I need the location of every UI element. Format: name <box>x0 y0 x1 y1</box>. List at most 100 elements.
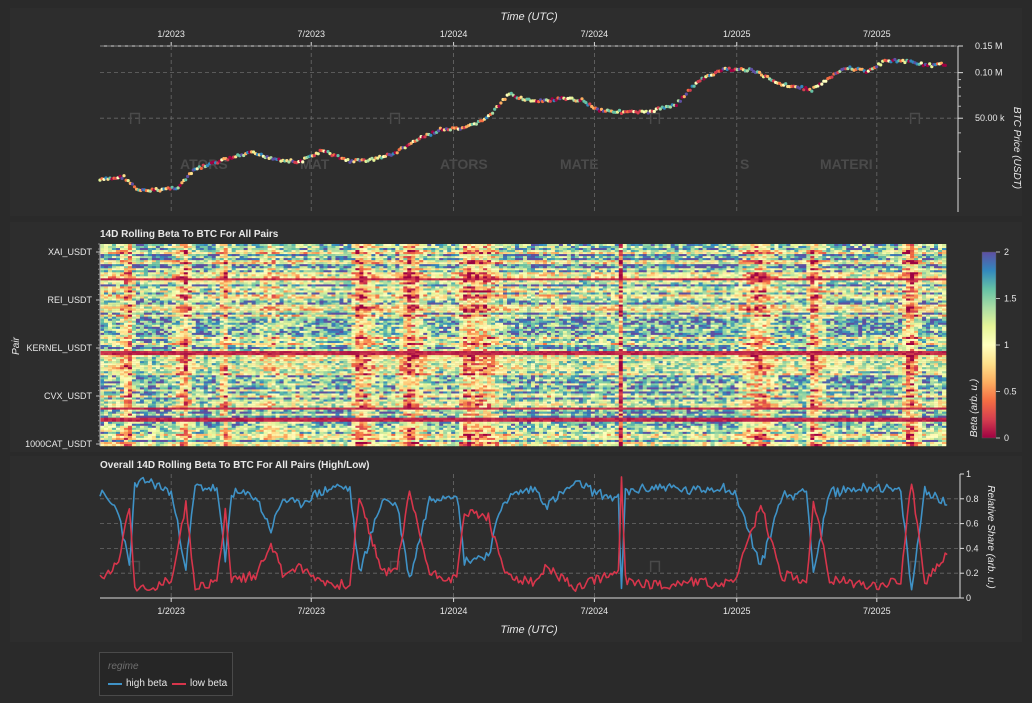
heatmap-cell <box>252 262 256 264</box>
heatmap-cell <box>319 270 323 272</box>
heatmap-cell <box>942 248 946 250</box>
heatmap-cell <box>870 246 874 248</box>
heatmap-cell <box>738 252 742 254</box>
heatmap-cell <box>627 278 631 280</box>
heatmap-cell <box>304 246 308 248</box>
heatmap-cell <box>327 278 331 280</box>
heatmap-cell <box>842 256 846 258</box>
heatmap-cell <box>627 276 631 278</box>
heatmap-cell <box>116 274 120 276</box>
heatmap-cell <box>663 270 667 272</box>
heatmap-cell <box>571 260 575 262</box>
heatmap-cell <box>830 274 834 276</box>
heatmap-cell <box>268 258 272 260</box>
heatmap-cell <box>719 284 723 286</box>
heatmap-cell <box>228 262 232 264</box>
heatmap-cell <box>407 278 411 280</box>
heatmap-cell <box>591 246 595 248</box>
heatmap-cell <box>200 272 204 274</box>
heatmap-cell <box>487 276 491 278</box>
heatmap-cell <box>555 258 559 260</box>
heatmap-cell <box>902 270 906 272</box>
heatmap-cell <box>914 274 918 276</box>
heatmap-cell <box>531 284 535 286</box>
heatmap-cell <box>407 244 411 246</box>
heatmap-cell <box>591 264 595 266</box>
heatmap-cell <box>830 262 834 264</box>
heatmap-cell <box>878 270 882 272</box>
heatmap-cell <box>926 246 930 248</box>
heatmap-cell <box>467 254 471 256</box>
heatmap-cell <box>926 280 930 282</box>
heatmap-cell <box>906 278 910 280</box>
heatmap-cell <box>711 272 715 274</box>
heatmap-cell <box>399 248 403 250</box>
heatmap-cell <box>627 244 631 246</box>
heatmap-cell <box>738 254 742 256</box>
heatmap-cell <box>296 258 300 260</box>
heatmap-cell <box>611 262 615 264</box>
heatmap-cell <box>387 258 391 260</box>
heatmap-cell <box>208 244 212 246</box>
heatmap-cell <box>272 258 276 260</box>
heatmap-cell <box>176 278 180 280</box>
heatmap-cell <box>427 274 431 276</box>
heatmap-cell <box>531 280 535 282</box>
heatmap-cell <box>308 246 312 248</box>
heatmap-cell <box>647 258 651 260</box>
heatmap-cell <box>327 244 331 246</box>
heatmap-cell <box>826 248 830 250</box>
heatmap-cell <box>232 286 236 288</box>
heatmap-cell <box>555 260 559 262</box>
heatmap-cell <box>846 244 850 246</box>
heatmap-cell <box>300 274 304 276</box>
heatmap-cell <box>814 254 818 256</box>
heatmap-cell <box>555 246 559 248</box>
heatmap-cell <box>435 276 439 278</box>
heatmap-cell <box>583 254 587 256</box>
heatmap-cell <box>615 258 619 260</box>
heatmap-cell <box>902 258 906 260</box>
heatmap-cell <box>323 280 327 282</box>
heatmap-cell <box>351 256 355 258</box>
heatmap-cell <box>256 262 260 264</box>
heatmap-cell <box>886 254 890 256</box>
heatmap-cell <box>196 268 200 270</box>
heatmap-cell <box>894 276 898 278</box>
heatmap-cell <box>180 284 184 286</box>
heatmap-cell <box>719 260 723 262</box>
heatmap-cell <box>212 270 216 272</box>
heatmap-cell <box>471 276 475 278</box>
heatmap-cell <box>894 266 898 268</box>
heatmap-cell <box>503 260 507 262</box>
heatmap-cell <box>723 250 727 252</box>
heatmap-cell <box>782 256 786 258</box>
heatmap-cell <box>495 254 499 256</box>
heatmap-cell <box>439 258 443 260</box>
heatmap-cell <box>750 282 754 284</box>
heatmap-cell <box>136 260 140 262</box>
heatmap-cell <box>395 276 399 278</box>
heatmap-cell <box>746 262 750 264</box>
heatmap-cell <box>798 248 802 250</box>
heatmap-cell <box>551 266 555 268</box>
heatmap-cell <box>862 250 866 252</box>
heatmap-cell <box>435 252 439 254</box>
heatmap-cell <box>742 274 746 276</box>
heatmap-cell <box>671 276 675 278</box>
heatmap-cell <box>727 280 731 282</box>
heatmap-cell <box>934 268 938 270</box>
heatmap-cell <box>160 262 164 264</box>
heatmap-cell <box>308 276 312 278</box>
heatmap-cell <box>878 272 882 274</box>
heatmap-cell <box>806 258 810 260</box>
heatmap-cell <box>830 270 834 272</box>
heatmap-cell <box>778 262 782 264</box>
heatmap-cell <box>248 260 252 262</box>
heatmap-cell <box>367 244 371 246</box>
heatmap-cell <box>443 246 447 248</box>
heatmap-cell <box>687 278 691 280</box>
heatmap-cell <box>128 264 132 266</box>
heatmap-cell <box>723 268 727 270</box>
heatmap-cell <box>495 258 499 260</box>
